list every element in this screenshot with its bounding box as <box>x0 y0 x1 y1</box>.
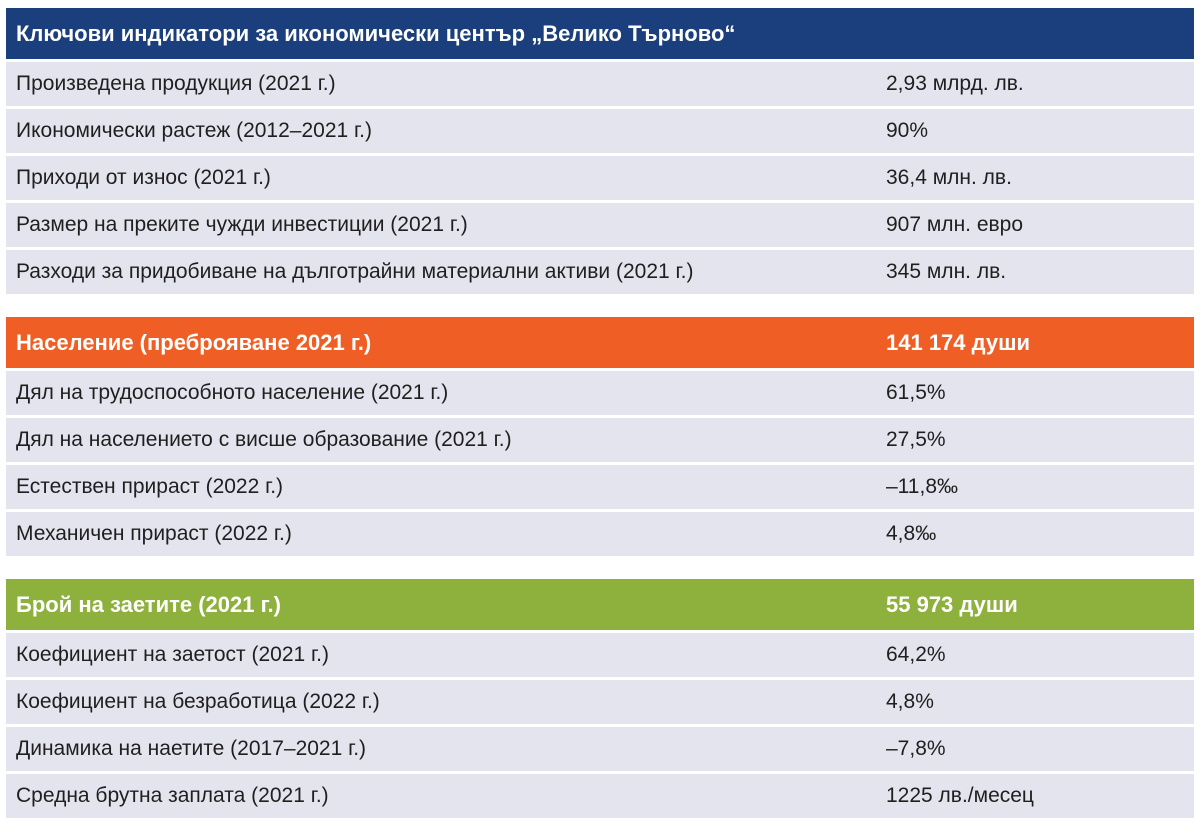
row-label: Икономически растеж (2012–2021 г.) <box>16 119 372 142</box>
row-value: 2,93 млрд. лв. <box>886 72 1024 95</box>
row-label: Дял на трудоспособното население (2021 г… <box>16 381 449 404</box>
section-header-value: 141 174 души <box>886 330 1030 355</box>
row-label: Механичен прираст (2022 г.) <box>16 522 292 545</box>
row-value: 907 млн. евро <box>886 213 1024 236</box>
row-label: Дял на населението с висше образование (… <box>16 428 512 451</box>
section-title: Ключови индикатори за икономически центъ… <box>16 21 736 46</box>
section-employment: Брой на заетите (2021 г.) 55 973 души Ко… <box>6 579 1194 821</box>
row-label: Коефициент на безработица (2022 г.) <box>16 690 380 713</box>
table-row: Естествен прираст (2022 г.) –11,8‰ <box>6 465 1194 512</box>
row-value: 4,8‰ <box>886 522 937 545</box>
row-value: 4,8% <box>886 690 934 713</box>
row-label: Коефициент на заетост (2021 г.) <box>16 643 329 666</box>
row-label: Средна брутна заплата (2021 г.) <box>16 784 329 807</box>
table-row: Средна брутна заплата (2021 г.) 1225 лв.… <box>6 774 1194 821</box>
section-economic-indicators: Ключови индикатори за икономически центъ… <box>6 8 1194 297</box>
table-row: Разходи за придобиване на дълготрайни ма… <box>6 250 1194 297</box>
section-title: Брой на заетите (2021 г.) <box>16 592 281 617</box>
row-label: Приходи от износ (2021 г.) <box>16 166 271 189</box>
row-value: 90% <box>886 119 929 142</box>
section-header: Население (преброяване 2021 г.) 141 174 … <box>6 317 1194 371</box>
section-population: Население (преброяване 2021 г.) 141 174 … <box>6 317 1194 559</box>
table-row: Икономически растеж (2012–2021 г.) 90% <box>6 109 1194 156</box>
row-value: 27,5% <box>886 428 946 451</box>
row-label: Естествен прираст (2022 г.) <box>16 475 284 498</box>
section-title: Население (преброяване 2021 г.) <box>16 330 372 355</box>
row-label: Размер на преките чужди инвестиции (2021… <box>16 213 468 236</box>
row-value: –7,8% <box>886 737 946 760</box>
row-value: 345 млн. лв. <box>886 260 1007 283</box>
section-header: Брой на заетите (2021 г.) 55 973 души <box>6 579 1194 633</box>
section-header-value: 55 973 души <box>886 592 1018 617</box>
row-label: Разходи за придобиване на дълготрайни ма… <box>16 260 694 283</box>
table-row: Размер на преките чужди инвестиции (2021… <box>6 203 1194 250</box>
section-header: Ключови индикатори за икономически центъ… <box>6 8 1194 62</box>
table-row: Динамика на наетите (2017–2021 г.) –7,8% <box>6 727 1194 774</box>
table-row: Коефициент на безработица (2022 г.) 4,8% <box>6 680 1194 727</box>
row-value: 64,2% <box>886 643 946 666</box>
row-label: Динамика на наетите (2017–2021 г.) <box>16 737 367 760</box>
table-row: Произведена продукция (2021 г.) 2,93 млр… <box>6 62 1194 109</box>
row-value: 1225 лв./месец <box>886 784 1034 807</box>
row-label: Произведена продукция (2021 г.) <box>16 72 336 95</box>
table-row: Дял на населението с висше образование (… <box>6 418 1194 465</box>
table-row: Коефициент на заетост (2021 г.) 64,2% <box>6 633 1194 680</box>
table-row: Приходи от износ (2021 г.) 36,4 млн. лв. <box>6 156 1194 203</box>
table-row: Механичен прираст (2022 г.) 4,8‰ <box>6 512 1194 559</box>
row-value: 61,5% <box>886 381 946 404</box>
table-row: Дял на трудоспособното население (2021 г… <box>6 371 1194 418</box>
row-value: 36,4 млн. лв. <box>886 166 1012 189</box>
row-value: –11,8‰ <box>886 475 958 498</box>
